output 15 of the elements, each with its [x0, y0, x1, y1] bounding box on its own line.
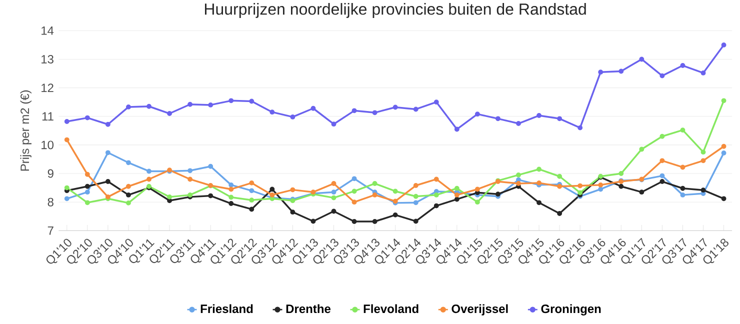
legend-label: Flevoland	[364, 304, 418, 314]
chart-title: Huurprijzen noordelijke provincies buiten de Randstad	[204, 3, 586, 18]
legend-label: Drenthe	[286, 304, 331, 314]
y-tick-label: 9	[48, 169, 54, 178]
y-tick-label: 7	[48, 226, 54, 235]
legend-label: Groningen	[541, 304, 601, 316]
y-tick-label: 8	[48, 198, 54, 206]
y-tick-label: 10	[42, 140, 54, 150]
y-tick-label: 11	[42, 112, 54, 121]
y-tick-label: 14	[42, 26, 54, 35]
legend-label: Friesland	[200, 304, 253, 314]
legend-label: Overijssel	[452, 304, 508, 316]
y-tick-label: 13	[42, 54, 54, 64]
y-axis-title: Prijs per m2 (€)	[20, 90, 32, 171]
y-tick-label: 12	[42, 84, 54, 92]
